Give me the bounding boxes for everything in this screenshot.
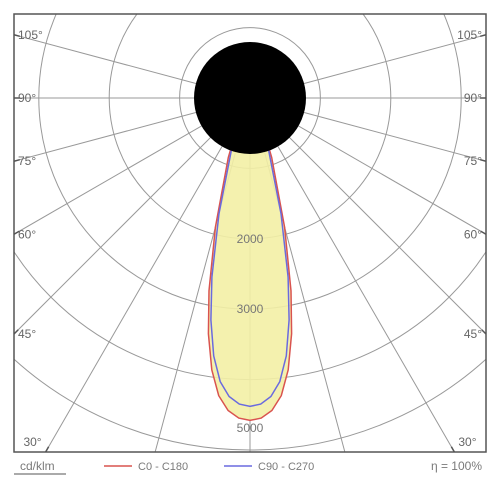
angle-label: 45° xyxy=(18,327,36,341)
ring-label: 3000 xyxy=(237,302,264,316)
angle-label: 45° xyxy=(464,327,482,341)
angle-label: 75° xyxy=(464,154,482,168)
curve-c0-c180 xyxy=(208,110,291,420)
ring-label: 5000 xyxy=(237,421,264,435)
photometric-polar-chart: 2000 3000 5000 30° 30° 45° 45° 60° 60° 75° 75° 90° 9… xyxy=(0,0,500,500)
ring-label: 2000 xyxy=(237,232,264,246)
angle-label: 105° xyxy=(457,28,482,42)
legend-label: C90 - C270 xyxy=(258,461,314,473)
axis-label: cd/klm xyxy=(20,459,55,473)
angle-label: 105° xyxy=(18,28,43,42)
angle-label: 75° xyxy=(18,154,36,168)
angle-label: 30° xyxy=(458,435,476,449)
angle-label: 60° xyxy=(18,227,36,241)
angle-label: 90° xyxy=(464,91,482,105)
efficiency-label: η = 100% xyxy=(431,459,482,473)
legend-label: C0 - C180 xyxy=(138,461,188,473)
luminaire-mask xyxy=(194,42,306,154)
angle-label: 30° xyxy=(23,435,41,449)
angle-label: 60° xyxy=(464,227,482,241)
angle-label: 90° xyxy=(18,91,36,105)
